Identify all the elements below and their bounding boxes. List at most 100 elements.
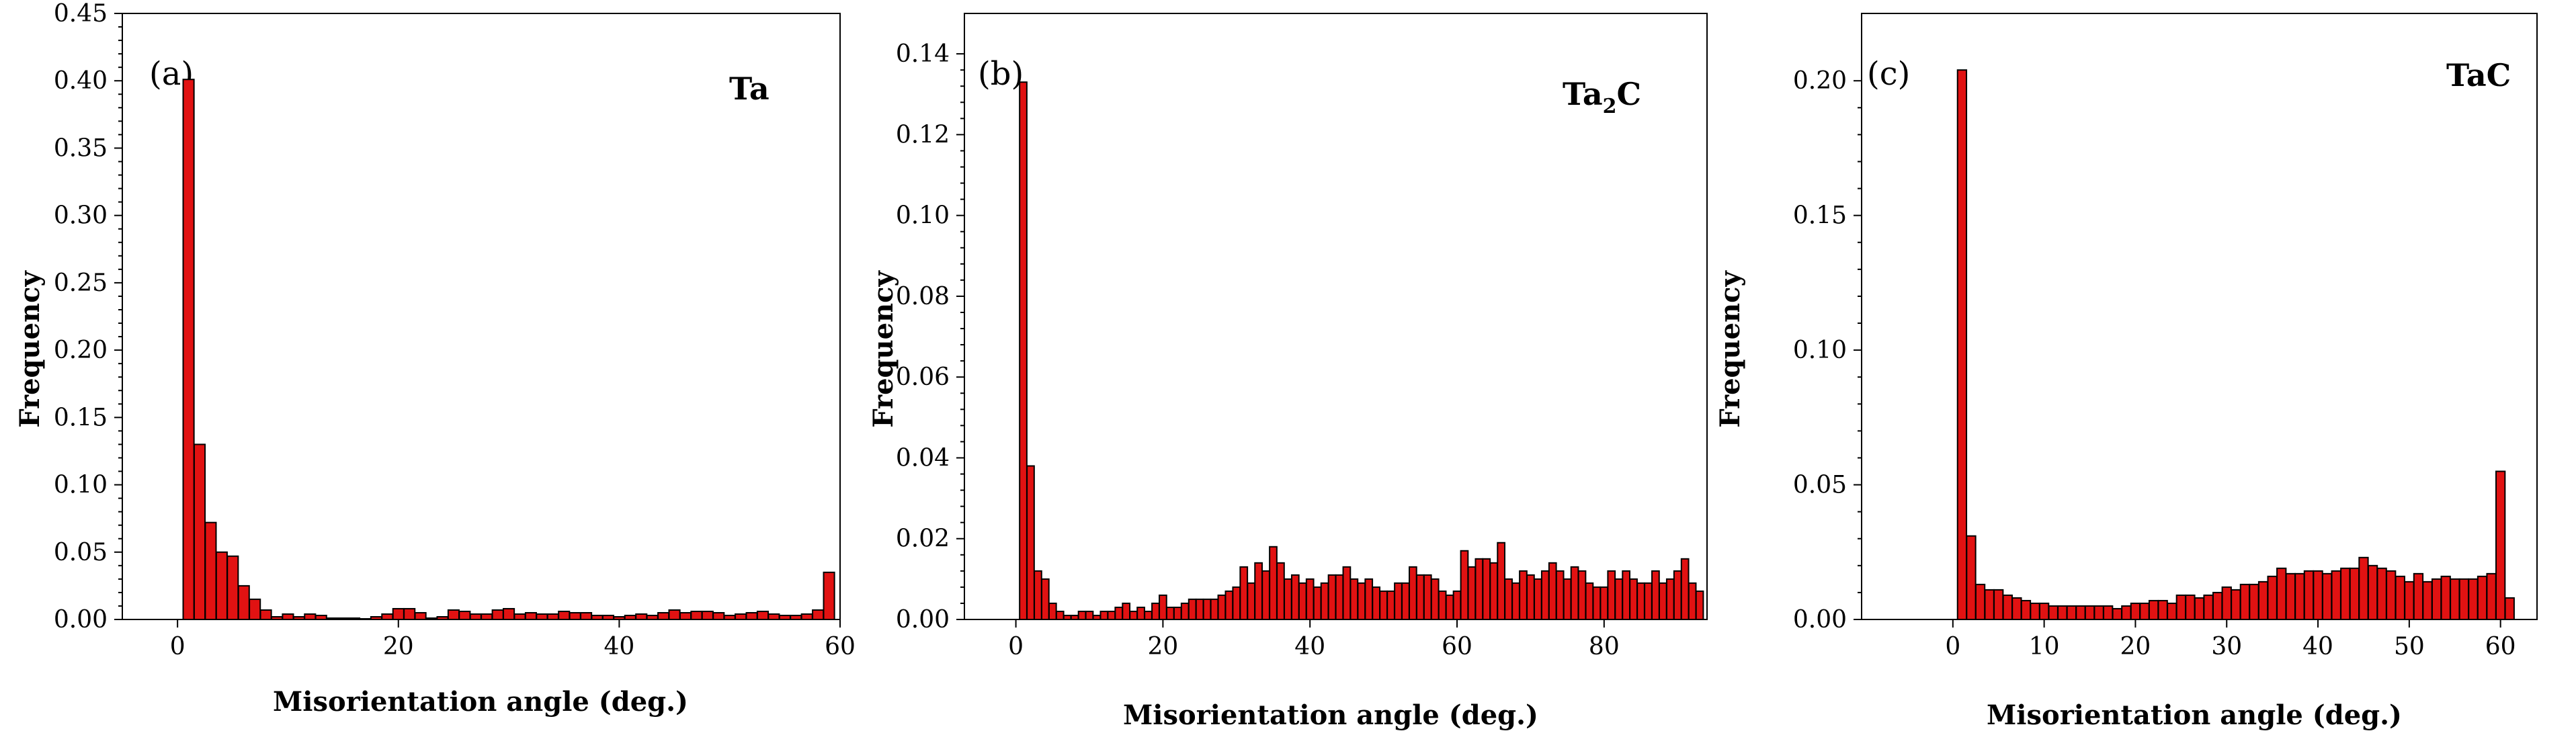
bar-a-27 xyxy=(469,613,482,620)
bar-b-47 xyxy=(1357,582,1366,621)
plot-frame-b xyxy=(964,13,1708,620)
bar-b-39 xyxy=(1298,582,1307,621)
bar-c-39 xyxy=(2303,570,2315,621)
bar-b-14 xyxy=(1114,606,1124,621)
bar-c-13 xyxy=(2066,605,2077,621)
bar-b-12 xyxy=(1099,610,1109,620)
bar-c-19 xyxy=(2121,605,2132,621)
bar-b-89 xyxy=(1665,578,1675,620)
bar-c-49 xyxy=(2395,575,2405,620)
bar-c-27 xyxy=(2194,597,2205,620)
bar-b-9 xyxy=(1077,610,1087,620)
bar-c-18 xyxy=(2112,607,2122,621)
x-axis-title-c: Misorientation angle (deg.) xyxy=(1987,699,2402,731)
y-tick-label-b-6: 0.12 xyxy=(896,121,950,148)
bar-c-25 xyxy=(2175,594,2186,620)
bar-a-3 xyxy=(204,521,217,620)
bar-c-58 xyxy=(2477,575,2488,620)
bar-c-52 xyxy=(2422,580,2433,621)
bar-b-44 xyxy=(1335,574,1344,620)
bar-a-6 xyxy=(237,585,250,621)
bar-b-70 xyxy=(1526,574,1535,620)
bar-c-2 xyxy=(1966,535,1977,620)
bar-b-17 xyxy=(1136,606,1145,621)
bar-c-15 xyxy=(2084,605,2095,621)
bar-c-1 xyxy=(1956,69,1968,620)
bar-a-4 xyxy=(215,551,228,621)
bar-a-34 xyxy=(546,613,559,620)
y-tick-label-a-1: 0.05 xyxy=(54,539,108,566)
phase-label-b-main2: C xyxy=(1617,76,1642,112)
x-tick-label-c-20: 20 xyxy=(2120,633,2151,660)
bar-a-52 xyxy=(745,611,758,620)
bar-b-29 xyxy=(1224,590,1234,620)
phase-label-c: TaC xyxy=(2446,57,2511,93)
bar-a-44 xyxy=(657,611,670,620)
bar-b-19 xyxy=(1151,602,1160,621)
bar-a-21 xyxy=(403,607,416,621)
bar-c-47 xyxy=(2376,567,2387,621)
bar-a-30 xyxy=(503,607,515,621)
bar-b-10 xyxy=(1085,610,1094,620)
bar-c-5 xyxy=(1993,589,2004,621)
bar-b-53 xyxy=(1401,582,1410,621)
bar-b-2 xyxy=(1026,465,1035,620)
bar-a-32 xyxy=(524,611,537,620)
bar-a-35 xyxy=(558,610,571,620)
bar-a-7 xyxy=(249,598,261,620)
bar-b-18 xyxy=(1144,610,1153,620)
bar-c-14 xyxy=(2075,605,2086,621)
x-tick-label-b-80: 80 xyxy=(1589,633,1620,660)
y-tick-label-a-7: 0.35 xyxy=(54,134,108,162)
bar-c-11 xyxy=(2048,605,2059,621)
bar-c-33 xyxy=(2249,583,2259,621)
x-tick-label-a-60: 60 xyxy=(825,633,856,660)
bar-b-79 xyxy=(1592,586,1602,621)
x-tick-label-b-0: 0 xyxy=(1008,633,1024,660)
bar-b-30 xyxy=(1232,586,1241,621)
bar-b-60 xyxy=(1452,590,1462,620)
x-tick-label-b-60: 60 xyxy=(1442,633,1472,660)
panel-b: (b) Ta2C Misorientation angle (deg.) Fre… xyxy=(868,13,1708,731)
bar-c-36 xyxy=(2276,567,2287,621)
bar-b-82 xyxy=(1614,578,1624,620)
bar-b-66 xyxy=(1497,542,1506,620)
bar-a-42 xyxy=(635,613,648,620)
bar-c-21 xyxy=(2139,602,2150,621)
y-tick-label-a-5: 0.25 xyxy=(54,269,108,297)
y-tick-label-a-9: 0.45 xyxy=(54,0,108,28)
bar-b-73 xyxy=(1548,562,1557,620)
bar-a-36 xyxy=(569,611,581,620)
x-tick-label-c-40: 40 xyxy=(2302,633,2333,660)
bar-c-57 xyxy=(2468,578,2479,620)
bar-c-42 xyxy=(2331,570,2341,621)
bar-b-41 xyxy=(1313,586,1322,621)
y-tick-label-a-8: 0.40 xyxy=(54,67,108,95)
y-axis-title-a: Frequency xyxy=(14,270,46,428)
bar-a-2 xyxy=(193,443,206,620)
bar-c-28 xyxy=(2203,594,2214,620)
bar-a-26 xyxy=(458,610,471,620)
bar-b-76 xyxy=(1570,566,1579,621)
x-tick-label-a-40: 40 xyxy=(604,633,634,660)
x-axis-title-a: Misorientation angle (deg.) xyxy=(273,686,688,718)
plot-frame-c xyxy=(1861,13,2538,620)
panel-label-c: (c) xyxy=(1867,55,1910,93)
bar-b-38 xyxy=(1290,574,1300,620)
bar-b-72 xyxy=(1540,570,1550,621)
y-tick-label-c-0: 0.00 xyxy=(1793,606,1847,634)
y-axis-title-b: Frequency xyxy=(868,270,899,428)
y-tick-label-a-6: 0.30 xyxy=(54,202,108,230)
y-tick-label-c-3: 0.15 xyxy=(1793,202,1847,230)
bar-b-93 xyxy=(1695,590,1704,620)
bar-b-55 xyxy=(1415,574,1425,620)
bar-b-37 xyxy=(1284,578,1292,620)
x-axis-title-b: Misorientation angle (deg.) xyxy=(1123,699,1538,731)
y-axis-title-c: Frequency xyxy=(1714,270,1746,428)
bar-c-56 xyxy=(2458,578,2470,620)
bar-b-27 xyxy=(1210,598,1219,620)
bar-c-44 xyxy=(2349,567,2360,621)
y-tick-label-c-1: 0.05 xyxy=(1793,472,1847,499)
bar-c-51 xyxy=(2413,572,2424,620)
bar-a-25 xyxy=(447,609,460,620)
